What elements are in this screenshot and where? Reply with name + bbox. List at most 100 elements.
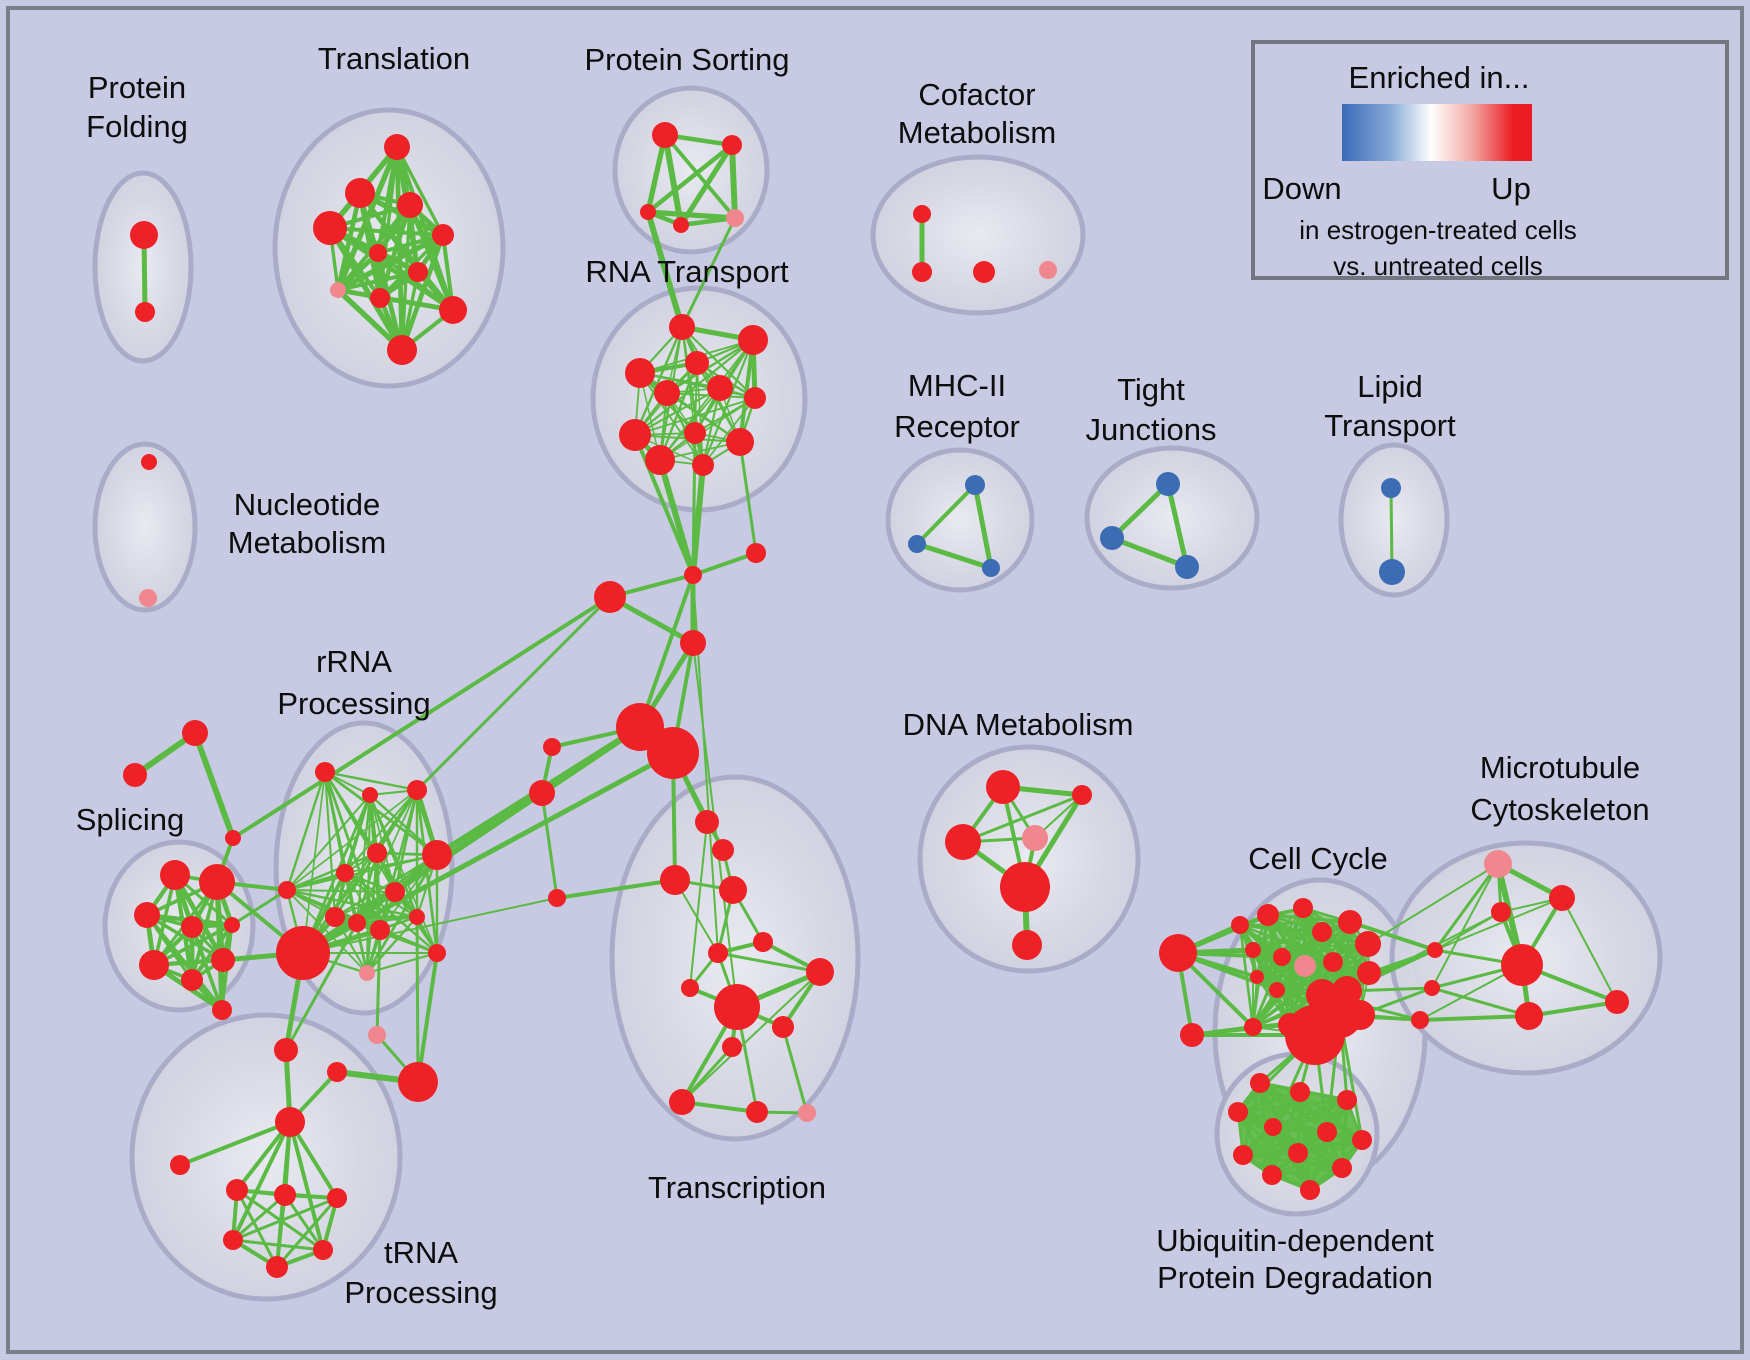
gene-set-node-rrna-8 (276, 926, 330, 980)
edge (327, 225, 405, 353)
edge (639, 372, 704, 466)
cluster-label-tight: Tight (1117, 372, 1185, 407)
edge (1270, 1138, 1364, 1177)
edge (231, 595, 612, 840)
cluster-ellipse-mhc (885, 447, 1035, 593)
edge (1430, 986, 1531, 1018)
gene-set-node-cellcycle-2 (1293, 898, 1313, 918)
cluster-label-cofactor: Cofactor (918, 77, 1035, 112)
gene-set-node-dna-5 (1012, 930, 1042, 960)
edge (1296, 1138, 1364, 1155)
edge (689, 821, 708, 989)
edge (1367, 863, 1499, 945)
gene-set-node-b3 (398, 1062, 438, 1102)
cluster-label-lipid: Lipid (1357, 369, 1423, 404)
edge (961, 793, 1084, 844)
cluster-label-protein_sorting: Protein Sorting (584, 42, 789, 77)
edge (657, 457, 696, 578)
edge (415, 595, 612, 792)
gene-set-node-transcription-7 (806, 958, 834, 986)
edge (633, 338, 755, 437)
gene-set-node-protein_sorting-2 (640, 204, 656, 220)
gene-set-node-translation-6 (408, 262, 428, 282)
legend-gradient-bar (1342, 104, 1532, 161)
edge (915, 483, 977, 546)
gene-set-node-nucleotide-1 (139, 589, 157, 607)
gene-set-node-rna-0 (669, 314, 695, 340)
gene-set-node-g0 (182, 720, 208, 746)
gene-set-node-rna-9 (726, 428, 754, 456)
legend-box: Enriched in... Down Up in estrogen-treat… (1251, 40, 1729, 281)
edge (696, 362, 704, 466)
edge (659, 397, 756, 461)
gene-set-node-rna-1 (738, 325, 768, 355)
gene-set-node-mhc-2 (982, 559, 1000, 577)
gene-set-node-rrna-3 (336, 864, 354, 882)
edge (399, 232, 446, 353)
gene-set-node-cellcycle-13 (1357, 961, 1381, 985)
gene-set-node-transcription-6 (681, 979, 699, 997)
gene-set-node-ubiquitin-0 (1250, 1073, 1270, 1093)
edge (192, 730, 236, 841)
gene-set-node-ubiquitin-6 (1352, 1130, 1372, 1150)
gene-set-node-cellcycle-10 (1250, 970, 1264, 984)
cluster-label-translation: Translation (318, 41, 470, 76)
gene-set-node-translation-0 (384, 134, 410, 160)
gene-set-node-rrna-7 (370, 920, 390, 940)
gene-set-node-transcription-0 (695, 810, 719, 834)
gene-set-node-protein_sorting-4 (726, 209, 744, 227)
gene-set-node-ubiquitin-5 (1317, 1122, 1337, 1142)
edge (415, 915, 420, 1084)
edge (284, 921, 359, 1052)
cluster-label-rrna: rRNA (316, 644, 392, 679)
gene-set-node-dna-4 (1000, 862, 1050, 912)
edge (645, 132, 668, 215)
gene-set-node-cellcycle-3 (1312, 922, 1332, 942)
edge (638, 573, 695, 729)
gene-set-node-translation-2 (397, 192, 423, 218)
edge (335, 269, 421, 293)
edge (1255, 971, 1371, 979)
edge (662, 132, 684, 228)
gene-set-node-ubiquitin-1 (1290, 1082, 1310, 1102)
edge (555, 878, 677, 900)
edge (695, 361, 742, 444)
gene-set-node-cofactor-1 (912, 262, 932, 282)
gene-set-node-cellcycle-21 (1180, 1023, 1204, 1047)
edge (1255, 920, 1352, 979)
gene-set-node-trna-7 (266, 1256, 288, 1278)
gene-set-node-ubiquitin-10 (1262, 1165, 1282, 1185)
gene-set-node-splicing-0 (160, 860, 190, 890)
gene-set-node-rna-3 (685, 351, 709, 375)
gene-set-node-rrna-11 (422, 840, 452, 870)
edge (1109, 535, 1190, 570)
gene-set-node-rrna-5 (385, 882, 405, 902)
gene-set-node-protein_sorting-0 (652, 122, 678, 148)
gene-set-node-ubiquitin-11 (1300, 1180, 1320, 1200)
gene-set-node-tight-2 (1175, 555, 1199, 579)
gene-set-node-cellcycle-1 (1257, 904, 1279, 926)
gene-set-node-ubiquitin-4 (1264, 1118, 1282, 1136)
edge (1236, 1090, 1302, 1114)
gene-set-node-transcription-4 (708, 943, 728, 963)
edge (302, 771, 326, 954)
gene-set-node-rrna-6 (348, 914, 366, 932)
figure-border (6, 6, 1744, 1354)
legend-subtitle-line2: vs. untreated cells (1333, 251, 1543, 281)
gene-set-node-rna-6 (744, 387, 766, 409)
gene-set-node-rna-2 (625, 358, 655, 388)
edge (323, 770, 419, 792)
cluster-ellipse-transcription (609, 774, 861, 1142)
gene-set-node-translation-3 (313, 211, 347, 245)
edge (738, 338, 755, 444)
gene-set-node-rrna-9 (325, 907, 345, 927)
edge (231, 1120, 292, 1242)
edge (634, 397, 756, 436)
gene-set-node-f5 (529, 780, 555, 806)
gene-set-node-protein_folding-1 (135, 302, 155, 322)
edge (1238, 923, 1255, 1029)
gene-set-node-rna-5 (707, 375, 733, 401)
gene-set-node-tight-1 (1100, 526, 1124, 550)
gene-set-node-splicing-7 (211, 948, 235, 972)
gene-set-node-ubiquitin-9 (1332, 1158, 1352, 1178)
